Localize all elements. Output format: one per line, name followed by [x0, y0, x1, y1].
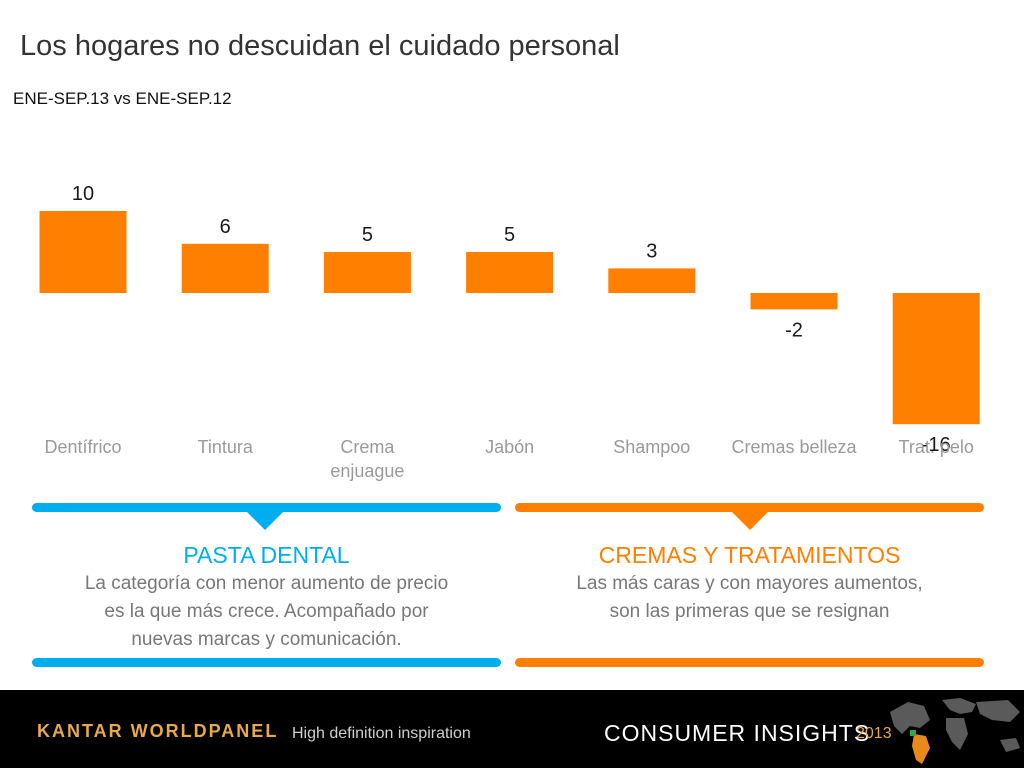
bar-0	[39, 211, 127, 293]
left-panel-line: La categoría con menor aumento de precio	[84, 573, 449, 594]
value-label-5: -2	[785, 319, 803, 341]
category-label-0: Dentífrico	[44, 437, 121, 457]
footer-banner: KANTAR WORLDPANEL High definition inspir…	[0, 690, 1024, 768]
category-label-3: Jabón	[485, 437, 534, 457]
right-panel-pointer	[731, 511, 769, 530]
world-map-icon	[890, 698, 1020, 764]
bar-6	[892, 293, 980, 425]
chart-subtitle: ENE-SEP.13 vs ENE-SEP.12	[13, 89, 232, 108]
left-panel-line: nuevas marcas y comunicación.	[131, 629, 402, 650]
left-panel-top-line	[32, 503, 501, 512]
right-panel-line: son las primeras que se resignan	[609, 601, 890, 622]
year-label: 2013	[856, 725, 892, 742]
value-label-4: 3	[646, 240, 657, 262]
category-label-5: Cremas belleza	[731, 437, 857, 457]
bar-1	[181, 243, 269, 293]
left-panel-text: La categoría con menor aumento de precio…	[32, 570, 501, 654]
left-panel-pointer	[246, 511, 284, 530]
right-panel-top-line	[515, 503, 984, 512]
right-panel-line: Las más caras y con mayores aumentos,	[576, 573, 923, 594]
value-label-6: -16	[922, 434, 951, 456]
value-label-2: 5	[362, 224, 373, 246]
category-label-2: Crema enjuague	[330, 437, 404, 481]
value-label-1: 6	[220, 216, 231, 238]
left-panel-line: es la que más crece. Acompañado por	[104, 601, 429, 622]
bar-2	[323, 252, 411, 293]
bar-5	[750, 293, 838, 310]
page-title: Los hogares no descuidan el cuidado pers…	[20, 30, 620, 62]
right-panel-bottom-line	[515, 658, 984, 667]
bar-chart: 10 Dentífrico 6 Tintura 5 Crema enjuague 5 Jabón…	[39, 183, 980, 481]
right-panel-title: CREMAS Y TRATAMIENTOS	[598, 542, 901, 568]
category-label-4: Shampoo	[613, 437, 690, 457]
value-label-3: 5	[504, 224, 515, 246]
brand-tagline: High definition inspiration	[292, 725, 471, 742]
value-label-0: 10	[72, 183, 94, 205]
left-panel-title: PASTA DENTAL	[183, 542, 350, 568]
consumer-insights-label: CONSUMER INSIGHTS	[604, 720, 871, 746]
bar-3	[466, 252, 554, 293]
left-panel-bottom-line	[32, 658, 501, 667]
brand-logo: KANTAR WORLDPANEL	[37, 721, 279, 741]
bar-4	[608, 268, 696, 293]
category-label-6: Trat. pelo	[899, 437, 974, 457]
right-panel-text: Las más caras y con mayores aumentos, so…	[515, 570, 984, 626]
category-label-1: Tintura	[198, 437, 254, 457]
